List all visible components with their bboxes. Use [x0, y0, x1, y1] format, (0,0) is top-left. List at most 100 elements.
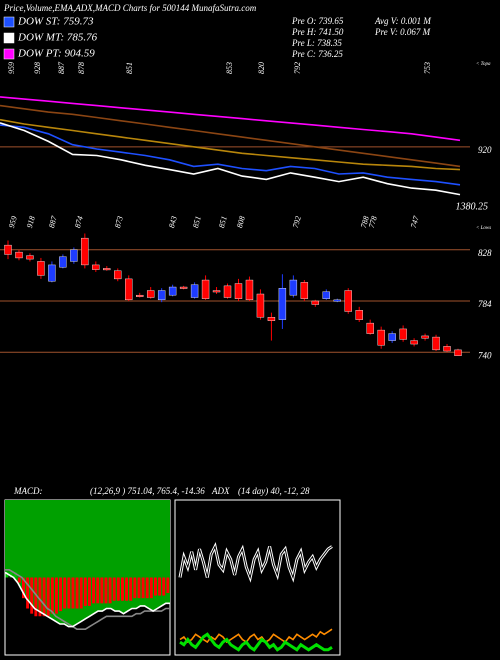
- panel-subtitle: (14 day) 40, -12, 28: [238, 486, 310, 496]
- y-tick-label: 740: [478, 350, 492, 360]
- adx-line: [179, 628, 333, 644]
- info-item: Pre L: 738.35: [291, 38, 342, 48]
- histogram-bar: [59, 577, 63, 612]
- line-series: [0, 96, 461, 142]
- histogram-bar: [26, 577, 30, 609]
- histogram-bar: [67, 577, 71, 609]
- info-item: Pre V: 0.067 M: [374, 27, 431, 37]
- histogram-bar: [162, 577, 166, 596]
- histogram-bar: [133, 577, 137, 599]
- candle-body: [146, 290, 155, 298]
- histogram-bar: [30, 577, 34, 614]
- info-item: Avg V: 0.001 M: [374, 16, 431, 26]
- level-label: 851: [191, 215, 203, 229]
- candle-body: [432, 336, 440, 351]
- macd-line: [4, 571, 170, 628]
- histogram-bar: [116, 577, 120, 601]
- histogram-bar: [166, 577, 170, 593]
- histogram-bar: [100, 577, 104, 604]
- histogram-bar: [88, 577, 91, 606]
- candle-body: [48, 264, 56, 282]
- histogram-bar: [63, 577, 67, 609]
- histogram-bar: [38, 577, 42, 617]
- adx-line-core: [179, 545, 333, 580]
- candle-body: [443, 346, 451, 352]
- candle-body: [136, 294, 144, 297]
- candle-body: [4, 244, 12, 255]
- candle-body: [114, 270, 122, 280]
- line-series: [0, 124, 461, 186]
- line-series: [0, 104, 461, 168]
- candle-body: [190, 284, 199, 298]
- legend-label: DOW ST: 759.73: [17, 16, 94, 28]
- histogram-bar: [71, 577, 75, 609]
- panel-title: MACD:: [13, 486, 43, 496]
- macd-line: [5, 569, 170, 630]
- candle-body: [322, 291, 330, 299]
- candle-body: [289, 279, 298, 296]
- candle-body: [256, 293, 265, 318]
- histogram-bar: [149, 577, 153, 599]
- panel-title: ADX: [211, 486, 230, 496]
- y-tick-label: 828: [478, 248, 492, 258]
- candle-body: [168, 286, 177, 296]
- histogram-bar: [104, 577, 108, 604]
- histogram-bar: [46, 577, 50, 617]
- level-label: 959: [7, 215, 19, 229]
- histogram-bar: [92, 577, 96, 604]
- histogram-bar: [137, 577, 141, 599]
- histogram-bar: [9, 572, 13, 578]
- histogram-bar: [129, 577, 133, 601]
- info-item: Pre H: 741.50: [291, 27, 344, 37]
- legend-label: DOW PT: 904.59: [17, 48, 95, 60]
- candle-body: [92, 264, 100, 270]
- histogram-bar: [112, 577, 116, 601]
- histogram-bar: [5, 572, 9, 578]
- page-title: Price,Volume,EMA,ADX,MACD Charts for 500…: [3, 3, 257, 13]
- candle-body: [344, 290, 352, 312]
- candle-body: [267, 317, 276, 321]
- adx-line: [179, 632, 333, 652]
- histogram-bar: [158, 577, 162, 596]
- y-tick-label: 784: [478, 299, 492, 309]
- candle-body: [300, 282, 309, 299]
- level-label: 853: [225, 62, 234, 74]
- level-label: 959: [7, 62, 16, 74]
- legend-label: DOW MT: 785.76: [17, 32, 98, 44]
- right-label: < Lows: [476, 226, 491, 231]
- histogram-bar: [34, 577, 38, 617]
- panel-subtitle: (12,26,9 ) 751.04, 765.4, -14.36: [90, 486, 205, 496]
- level-label: 851: [125, 62, 134, 74]
- info-item: Pre C: 736.25: [291, 49, 343, 59]
- histogram-bar: [154, 577, 157, 596]
- candle-body: [311, 300, 320, 305]
- candle-body: [410, 340, 418, 345]
- level-label: 918: [25, 215, 37, 229]
- panel-frame: [174, 499, 341, 656]
- histogram-bar: [55, 577, 58, 614]
- histogram-bar: [121, 577, 124, 601]
- candle-body: [355, 310, 363, 320]
- legend-swatch: [3, 32, 15, 44]
- candle-body: [366, 322, 374, 334]
- candle-body: [223, 285, 232, 298]
- level-label: 874: [73, 215, 85, 229]
- candle-body: [70, 249, 78, 262]
- level-label: 887: [47, 214, 59, 229]
- candle-body: [234, 283, 243, 299]
- histogram-bar: [42, 577, 46, 617]
- candle-body: [245, 279, 254, 301]
- candle-body: [212, 290, 221, 293]
- level-label: 778: [367, 215, 379, 229]
- level-label: 792: [291, 215, 303, 229]
- right-label: < Topa: [476, 62, 491, 67]
- level-label: 851: [217, 215, 229, 229]
- macd-area: [5, 500, 170, 627]
- histogram-bar: [145, 577, 149, 599]
- candle-body: [454, 349, 462, 356]
- level-label: 928: [33, 62, 42, 74]
- histogram-bar: [22, 577, 25, 599]
- histogram-bar: [13, 572, 17, 578]
- candle-body: [37, 261, 45, 276]
